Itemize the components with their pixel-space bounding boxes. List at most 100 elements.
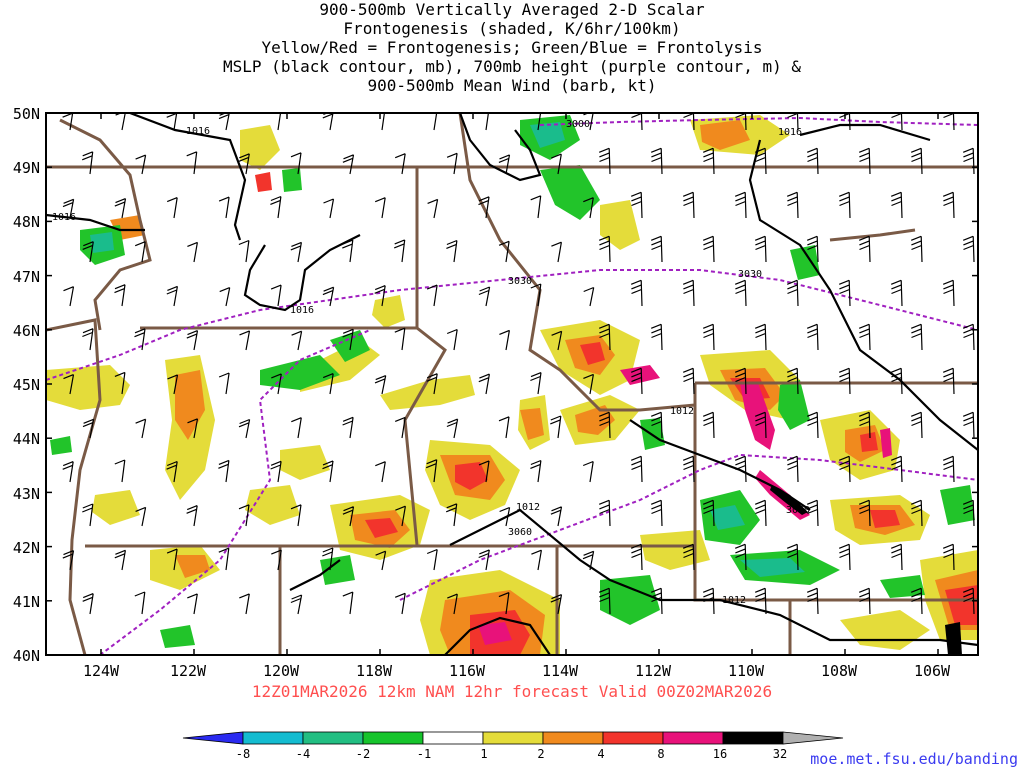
wind-barb	[82, 241, 94, 263]
wind-barb	[218, 196, 230, 219]
wind-barb	[446, 328, 458, 351]
wind-barb	[478, 549, 490, 571]
wind-barb	[551, 153, 562, 175]
wind-barb	[166, 460, 178, 483]
wind-barb	[910, 147, 923, 175]
wind-barb	[186, 505, 198, 527]
wind-barb	[135, 418, 147, 439]
wind-barb	[682, 279, 695, 307]
wind-barb	[582, 550, 595, 571]
wind-barb	[187, 418, 199, 439]
wind-barb	[583, 197, 594, 219]
lon-label: 116W	[449, 662, 486, 680]
wind-barb	[426, 373, 438, 395]
valid-time-text: 12Z01MAR2026 12km NAM 12hr forecast Vali…	[251, 682, 773, 701]
wind-barb	[551, 330, 563, 351]
wind-barb	[82, 418, 95, 439]
wind-barb	[682, 455, 695, 483]
wind-barb	[135, 154, 147, 175]
wind-barb	[375, 550, 387, 571]
wind-barb	[375, 113, 386, 131]
website-link[interactable]: moe.met.fsu.edu/banding	[810, 750, 1018, 768]
colorbar-swatch	[422, 731, 484, 745]
wind-barb	[498, 240, 510, 263]
title-line-3: Yellow/Red = Frontogenesis; Green/Blue =…	[261, 38, 763, 57]
wind-barb	[734, 367, 747, 395]
lon-label: 120W	[263, 662, 300, 680]
colorbar-label: 8	[657, 747, 665, 761]
colorbar-swatch	[302, 731, 364, 745]
wind-barb	[425, 459, 438, 483]
colorbar-label: 2	[537, 747, 545, 761]
wind-barb	[218, 372, 230, 395]
wind-barbs	[62, 113, 975, 615]
wind-barb	[787, 113, 799, 131]
wind-barb	[550, 415, 562, 439]
wind-barb	[342, 239, 354, 263]
wind-barb	[650, 587, 663, 615]
wind-barb	[838, 455, 851, 483]
wind-barb	[218, 547, 230, 571]
height-label: 3030	[738, 269, 762, 280]
wind-barb	[650, 147, 663, 175]
wind-barb	[735, 113, 747, 131]
wind-barb	[394, 153, 406, 175]
wind-barb	[238, 504, 250, 527]
lat-label: 47N	[13, 268, 40, 286]
wind-barb	[806, 235, 819, 263]
wind-barb	[942, 191, 955, 219]
mslp-label: 1012	[670, 406, 694, 417]
lat-label: 40N	[13, 647, 40, 665]
wind-barb	[682, 191, 695, 219]
wind-barb	[342, 591, 354, 615]
wind-barb	[702, 323, 715, 351]
wind-barb	[890, 543, 903, 571]
wind-barb	[598, 323, 611, 351]
wind-barb	[910, 411, 923, 439]
wind-barb	[478, 286, 491, 307]
wind-barb	[62, 198, 75, 219]
wind-barb	[187, 593, 198, 615]
wind-barb	[498, 154, 511, 175]
wind-barb	[290, 504, 302, 527]
height-label: 3060	[786, 505, 810, 516]
colorbar-label: 1	[480, 747, 488, 761]
wind-barb	[270, 460, 282, 483]
wind-barb	[630, 279, 643, 307]
wind-barb	[838, 367, 851, 395]
mslp-contours	[46, 113, 978, 655]
frontogenesis-shading	[46, 115, 978, 655]
lat-label: 42N	[13, 539, 40, 557]
wind-barb	[806, 411, 819, 439]
wind-barb	[81, 151, 94, 175]
wind-barb	[134, 328, 146, 351]
colorbar	[182, 731, 844, 745]
wind-barb	[375, 461, 386, 483]
wind-barb	[858, 411, 871, 439]
wind-barb	[530, 372, 542, 395]
lat-label: 44N	[13, 430, 40, 448]
mslp-label: 1016	[290, 305, 314, 316]
wind-barb	[942, 455, 955, 483]
height-label: 3030	[508, 276, 532, 287]
wind-barb	[858, 323, 871, 351]
wind-barb	[290, 241, 302, 263]
wind-barb	[395, 505, 406, 527]
lon-label: 108W	[821, 662, 858, 680]
wind-barb	[427, 113, 438, 131]
wind-barb	[943, 113, 955, 131]
colorbar-swatch	[482, 731, 544, 745]
wind-barb	[962, 499, 975, 527]
wind-barb	[82, 328, 94, 351]
wind-barb	[530, 283, 542, 307]
lat-label: 41N	[13, 593, 40, 611]
lat-label: 50N	[13, 105, 40, 123]
wind-barb	[290, 152, 302, 175]
wind-barb	[702, 411, 715, 439]
wind-barb	[650, 323, 663, 351]
lon-label: 114W	[542, 662, 579, 680]
wind-barb	[598, 235, 611, 263]
wind-barb	[166, 548, 178, 571]
wind-barb	[134, 241, 146, 263]
wind-barb	[786, 191, 799, 219]
